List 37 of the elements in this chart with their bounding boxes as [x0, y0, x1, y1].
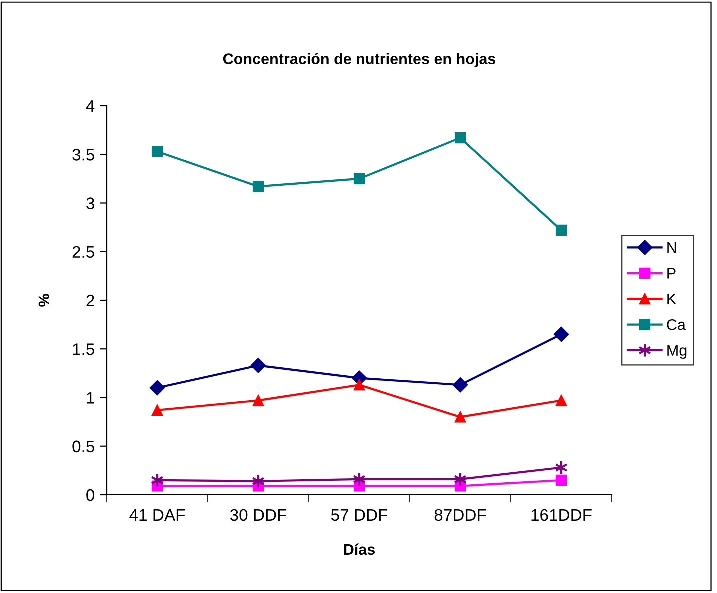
point [556, 474, 568, 486]
point [556, 224, 568, 236]
y-tick-label: 4 [86, 100, 95, 112]
point [150, 380, 166, 396]
point [252, 395, 264, 406]
x-tick-label: 161DDF [532, 509, 592, 522]
point [454, 132, 466, 144]
point [554, 326, 570, 342]
y-tick-label: 2 [86, 294, 94, 307]
chart-title: Concentración de nutrientes en hojas [223, 53, 496, 68]
point [452, 378, 468, 393]
y-tick-label: 3.5 [72, 149, 94, 161]
point [354, 173, 366, 184]
point [152, 146, 164, 158]
x-tick-label: 41 DAF [130, 510, 186, 521]
y-axis-title: % [38, 294, 50, 307]
y-tick-label: 0 [86, 489, 95, 502]
y-tick-label: 0.5 [72, 440, 94, 453]
point [556, 395, 568, 406]
y-tick-label: 1.5 [73, 344, 94, 356]
point [250, 358, 266, 374]
legend-label: N [668, 242, 676, 254]
point [152, 404, 164, 416]
legend-label: K [668, 294, 676, 304]
legend-label: Ca [667, 319, 686, 330]
y-tick-label: 2.5 [72, 246, 94, 258]
x-tick-label: 57 DDF [331, 510, 388, 522]
y-tick-label: 1 [87, 392, 94, 404]
legend-label: P [668, 268, 676, 279]
x-tick-label: 87DDF [434, 509, 486, 522]
legend-label: Mg [668, 345, 687, 360]
x-axis-title: Días [344, 544, 376, 556]
x-tick-label: 30 DDF [230, 509, 287, 522]
point [354, 380, 366, 391]
y-tick-label: 3 [86, 198, 94, 210]
point [454, 412, 466, 423]
point [252, 181, 264, 192]
